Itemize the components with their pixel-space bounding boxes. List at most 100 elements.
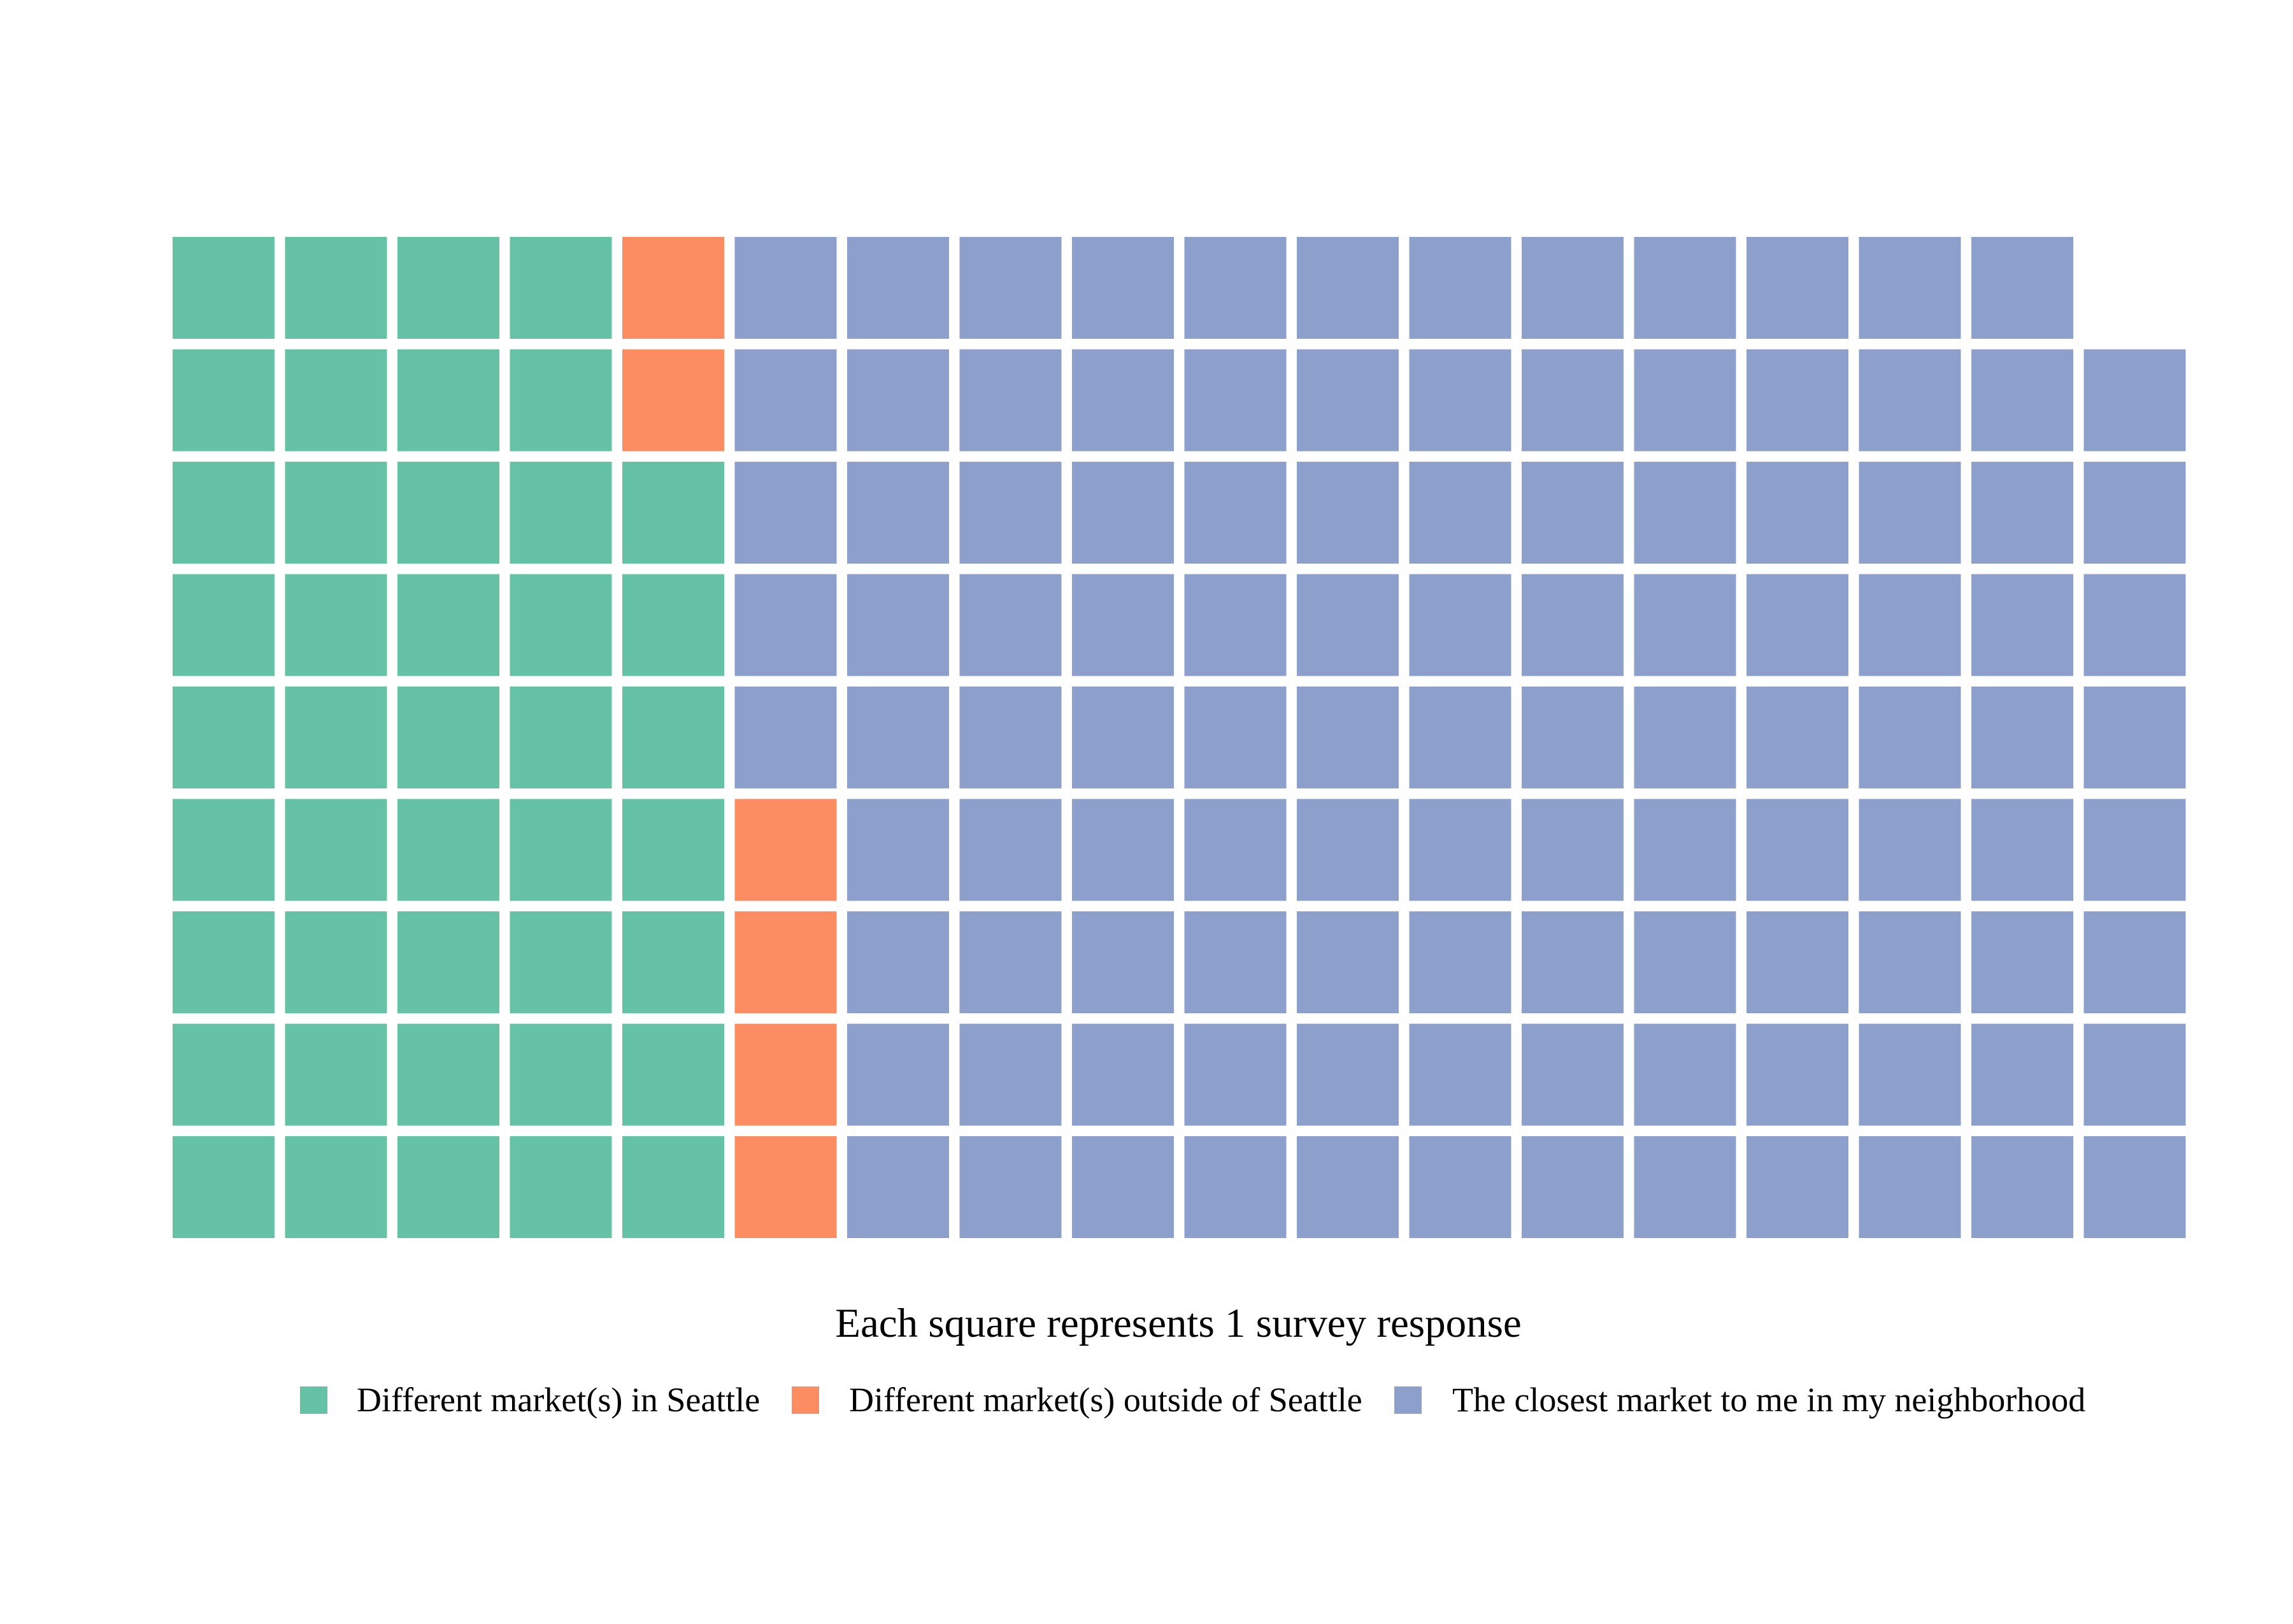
waffle-cell <box>285 911 387 1013</box>
waffle-cell <box>1859 462 1961 564</box>
waffle-cell <box>1409 462 1511 564</box>
waffle-cell <box>1297 1023 1399 1126</box>
waffle-cell <box>2083 1023 2186 1126</box>
waffle-cell <box>2083 799 2186 901</box>
waffle-cell <box>1859 1136 1961 1238</box>
waffle-cell <box>1184 799 1287 901</box>
waffle-cell <box>1522 1023 1624 1126</box>
legend-swatch-seattle <box>300 1386 327 1414</box>
waffle-cell <box>1297 911 1399 1013</box>
waffle-cell <box>1072 237 1174 339</box>
waffle-cell <box>397 1136 499 1238</box>
waffle-cell <box>1971 1136 2073 1238</box>
waffle-cell <box>847 574 949 676</box>
waffle-cell <box>285 799 387 901</box>
waffle-cell <box>397 462 499 564</box>
waffle-cell <box>1409 1023 1511 1126</box>
waffle-cell <box>959 237 1062 339</box>
waffle-cell <box>1859 574 1961 676</box>
waffle-cell <box>1522 799 1624 901</box>
waffle-cell <box>622 911 724 1013</box>
waffle-cell <box>847 687 949 788</box>
waffle-cell <box>1747 687 1848 788</box>
waffle-cell <box>1747 1136 1848 1238</box>
waffle-cell <box>2083 911 2186 1013</box>
waffle-cell <box>1184 237 1287 339</box>
waffle-cell <box>1297 799 1399 901</box>
legend-label-seattle: Different market(s) in Seattle <box>357 1381 760 1419</box>
waffle-cell <box>1634 349 1736 452</box>
waffle-cell <box>847 1136 949 1238</box>
waffle-cell <box>1859 911 1961 1013</box>
waffle-cell <box>510 462 612 564</box>
waffle-cell <box>285 462 387 564</box>
waffle-cell <box>734 799 837 901</box>
waffle-cell <box>1747 574 1848 676</box>
waffle-cell <box>1409 1136 1511 1238</box>
waffle-cell <box>1184 574 1287 676</box>
waffle-cell <box>285 1023 387 1126</box>
waffle-cell <box>1522 911 1624 1013</box>
waffle-cell <box>2083 349 2186 452</box>
x-axis-label: Each square represents 1 survey response <box>835 1300 1522 1346</box>
waffle-cell <box>285 1136 387 1238</box>
waffle-cell <box>1297 462 1399 564</box>
waffle-cell <box>173 1023 275 1126</box>
waffle-cell <box>1072 911 1174 1013</box>
waffle-cell <box>510 1023 612 1126</box>
waffle-cell <box>1971 687 2073 788</box>
waffle-cell <box>2083 687 2186 788</box>
waffle-cell <box>285 349 387 452</box>
waffle-cell <box>510 574 612 676</box>
waffle-cell <box>622 799 724 901</box>
waffle-cell <box>959 1023 1062 1126</box>
waffle-cell <box>622 574 724 676</box>
waffle-cell <box>173 911 275 1013</box>
waffle-cell <box>1297 574 1399 676</box>
waffle-cell <box>397 237 499 339</box>
waffle-cell <box>510 349 612 452</box>
legend: Different market(s) in Seattle Different… <box>300 1381 2085 1419</box>
waffle-cell <box>622 1023 724 1126</box>
waffle-cell <box>1859 237 1961 339</box>
waffle-cell <box>622 1136 724 1238</box>
waffle-cell <box>173 462 275 564</box>
waffle-cell <box>1072 687 1174 788</box>
waffle-cell <box>1072 462 1174 564</box>
waffle-cell <box>1859 1023 1961 1126</box>
waffle-cell <box>1184 462 1287 564</box>
waffle-cell <box>847 462 949 564</box>
waffle-cell <box>1297 237 1399 339</box>
waffle-cell <box>1634 687 1736 788</box>
waffle-cell <box>1747 462 1848 564</box>
waffle-cell <box>959 574 1062 676</box>
waffle-cell <box>1859 687 1961 788</box>
waffle-cell <box>397 574 499 676</box>
waffle-cell <box>1522 687 1624 788</box>
waffle-cell <box>959 349 1062 452</box>
waffle-cell <box>1297 687 1399 788</box>
waffle-cell <box>1971 237 2073 339</box>
waffle-cell <box>2083 1136 2186 1238</box>
waffle-cell <box>285 574 387 676</box>
waffle-cell <box>622 237 724 339</box>
waffle-cell <box>1072 349 1174 452</box>
waffle-cell <box>847 237 949 339</box>
waffle-cell <box>734 349 837 452</box>
waffle-cell <box>1409 799 1511 901</box>
waffle-cell <box>1072 574 1174 676</box>
waffle-cell <box>1634 911 1736 1013</box>
waffle-cells <box>173 237 2186 1238</box>
waffle-cell <box>285 237 387 339</box>
waffle-cell <box>510 237 612 339</box>
waffle-cell <box>959 911 1062 1013</box>
waffle-cell <box>1634 237 1736 339</box>
waffle-cell <box>173 574 275 676</box>
waffle-cell <box>1072 1136 1174 1238</box>
waffle-cell <box>734 462 837 564</box>
waffle-cell <box>1522 574 1624 676</box>
waffle-cell <box>173 349 275 452</box>
waffle-cell <box>847 911 949 1013</box>
waffle-cell <box>1747 349 1848 452</box>
